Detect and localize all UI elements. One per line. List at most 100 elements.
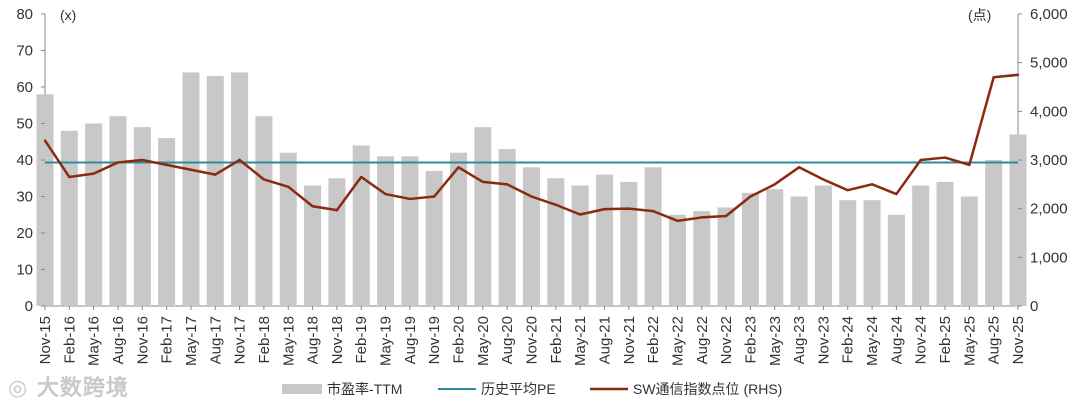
pe-ttm-bar [766,189,784,306]
pe-ttm-bar [377,156,395,306]
x-tick-label: Aug-20 [499,316,516,364]
sw-index-point [870,183,874,186]
x-tick-label: Aug-25 [986,316,1003,364]
sw-index-point [578,213,582,216]
sw-index-point [627,207,630,210]
sw-index-point [797,166,801,169]
pe-ttm-bar [912,185,930,306]
x-tick-label: Aug-23 [791,316,808,364]
pe-ttm-bar [741,192,759,306]
left-tick-label: 20 [16,225,33,242]
right-tick-label: 6,000 [1030,6,1068,23]
left-tick-label: 60 [16,79,33,96]
pe-ttm-bar [936,181,954,306]
sw-index-point [360,175,363,179]
sw-index-point [773,183,776,186]
legend-label-sw-index: SW通信指数点位 (RHS) [633,381,782,397]
x-tick-label: Aug-17 [207,316,224,364]
right-tick-label: 5,000 [1030,55,1068,72]
pe-ttm-bar [887,214,905,306]
x-tick-label: Aug-21 [596,316,613,364]
x-tick-label: Nov-20 [524,316,541,364]
x-tick-label: Feb-25 [937,316,954,364]
x-tick-label: Feb-21 [548,316,565,364]
legend-label-pe-ttm: 市盈率-TTM [327,381,402,397]
x-tick-label: Nov-16 [134,316,151,364]
right-axis-unit: (点) [968,7,991,23]
sw-index-point [749,195,752,198]
sw-index-point [603,207,606,211]
pe-ttm-bar [547,178,565,306]
pe-ttm-bar [352,145,370,306]
pe-ttm-bar [522,167,541,306]
sw-index-point [724,214,728,218]
sw-index-point [408,197,412,201]
pe-ttm-bar [644,167,662,306]
left-tick-label: 10 [16,262,33,279]
sw-index-point [651,209,655,213]
pe-ttm-bar [839,200,857,306]
x-tick-label: Nov-22 [718,316,735,364]
left-y-axis-ticks: 0 10 20 30 40 50 60 70 80 [16,6,45,315]
sw-index-point [165,163,168,167]
x-tick-label: Aug-24 [888,316,905,364]
pe-ttm-bar [595,174,613,306]
pe-ttm-bar [668,214,686,306]
sw-index-point [214,173,217,176]
x-tick-label: Aug-22 [694,316,711,364]
x-tick-label: May-16 [86,316,103,366]
left-tick-label: 0 [25,298,33,315]
sw-index-point [530,195,533,198]
left-tick-label: 80 [16,6,33,23]
x-tick-label: Nov-19 [426,316,443,364]
pe-ttm-bar [498,149,516,306]
pe-ttm-bar [1009,134,1027,306]
sw-index-point [676,219,679,223]
sw-index-point [116,161,120,164]
x-tick-label: Nov-17 [232,316,249,364]
sw-index-point [433,195,436,198]
sw-index-point [141,158,144,162]
sw-index-point [68,175,71,179]
sw-index-point [262,178,266,181]
sw-index-point [895,192,898,196]
x-axis-ticks: Nov-15 Feb-16 May-16 Aug-16 Nov-16 Feb-17 May-… [37,306,1027,366]
x-tick-label: May-25 [961,316,978,366]
sw-index-point [822,178,825,181]
pe-ttm-bar [133,127,151,307]
sw-index-point [311,205,314,208]
x-tick-label: Feb-16 [61,316,78,364]
left-axis-unit: (x) [60,7,76,23]
pe-ttm-bar [790,196,808,306]
pe-ttm-bar [717,207,735,306]
pe-ttm-bar [571,185,589,306]
pe-ttm-bar [231,72,249,307]
right-tick-label: 4,000 [1030,103,1068,120]
x-tick-label: Aug-18 [305,316,322,364]
x-tick-label: Nov-18 [329,316,346,364]
pe-ttm-bar [304,185,322,306]
pe-ttm-bar [620,181,638,306]
left-tick-label: 40 [16,152,33,169]
legend-label-avg-pe: 历史平均PE [481,381,556,397]
pe-ttm-bar [401,156,419,306]
pe-ttm-bar [985,160,1003,306]
watermark-logo: ◎ 大数跨境 [8,376,129,401]
x-tick-label: Feb-24 [840,316,857,364]
legend-swatch-pe-ttm [282,384,322,394]
sw-index-point [384,192,387,196]
pe-ttm-bar [60,130,78,306]
pe-ttm-bar [693,211,711,306]
left-tick-label: 50 [16,116,33,133]
x-tick-label: Feb-18 [256,316,273,364]
x-tick-label: May-19 [378,316,395,366]
left-tick-label: 30 [16,189,33,206]
pe-ttm-bar [36,94,54,306]
pe-ttm-bar [425,170,443,306]
sw-index-point [1016,73,1020,77]
pe-ttm-bar [158,138,176,306]
pe-ttm-bar [206,76,224,306]
x-tick-label: May-22 [669,316,686,366]
pe-ttm-bar [255,116,273,306]
